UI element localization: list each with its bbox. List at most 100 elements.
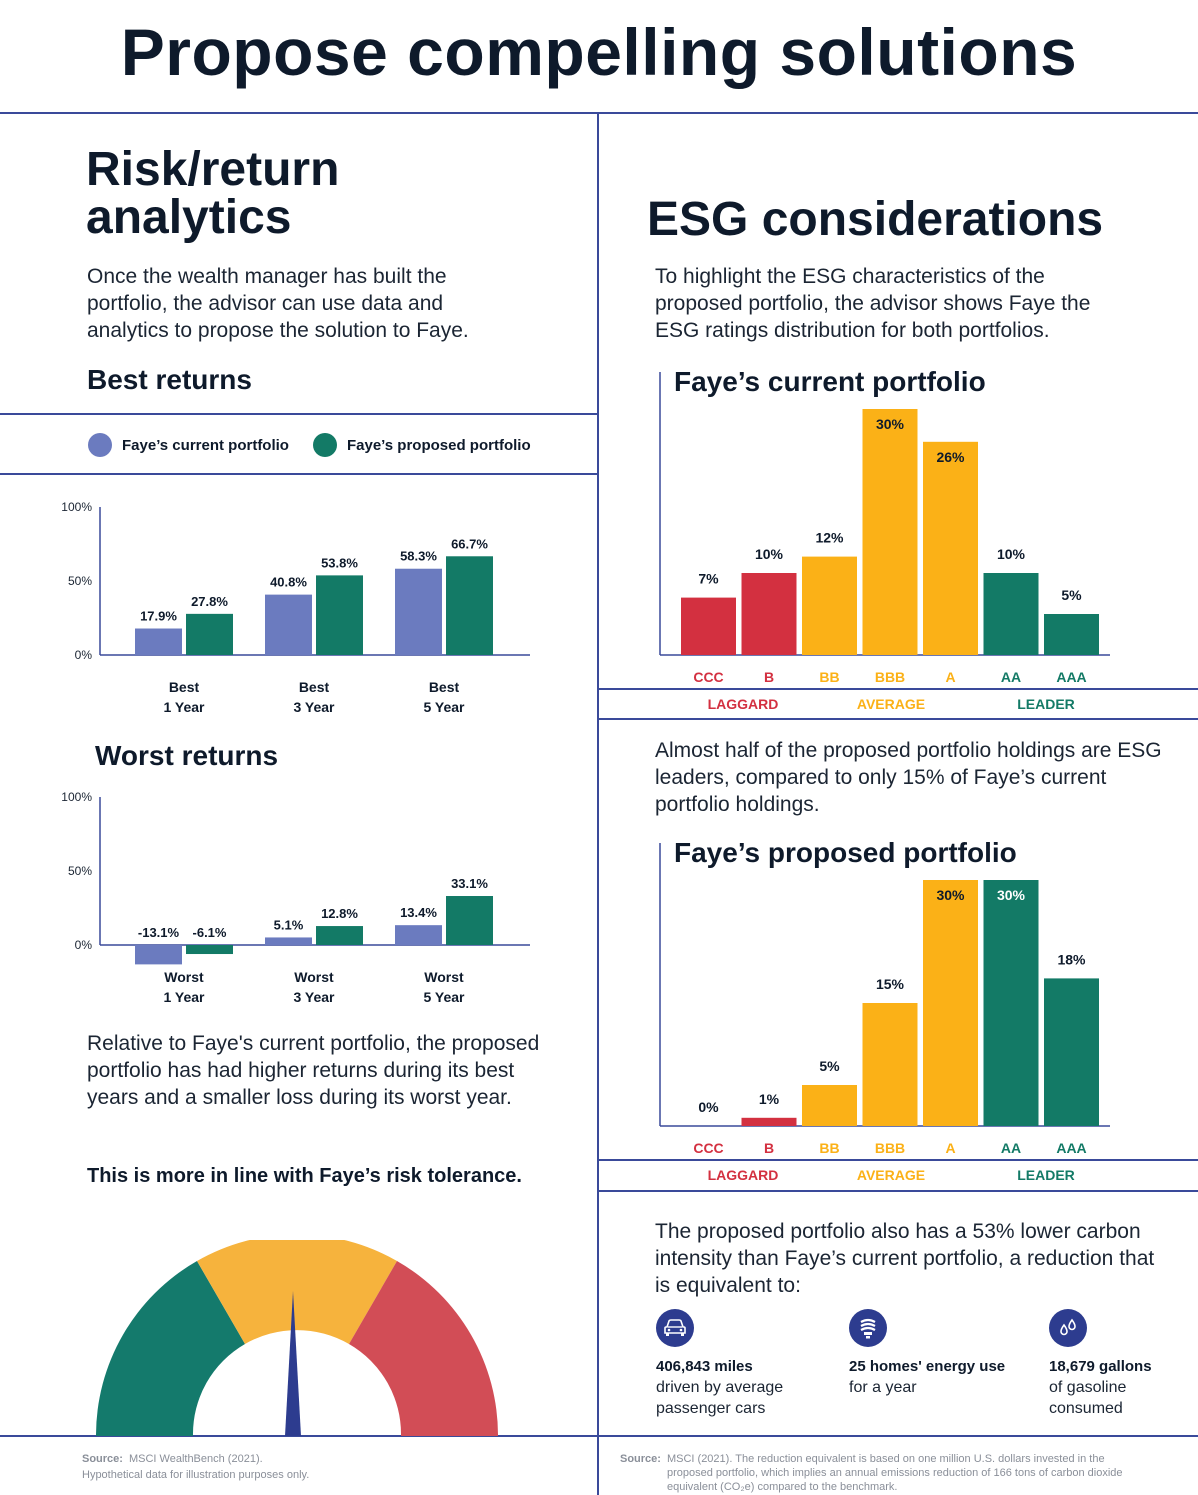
esg-proposed-category-label: BBB xyxy=(875,1140,905,1156)
equivalent-homes-desc1: for a year xyxy=(849,1379,917,1396)
esg-proposed-category-label: A xyxy=(945,1140,955,1156)
risk-return-heading-line1: Risk/return xyxy=(86,143,340,196)
best-returns-data-label: 53.8% xyxy=(321,555,358,570)
worst-returns-bar xyxy=(265,937,312,945)
worst-returns-y-tick-label: 50% xyxy=(68,864,92,878)
right-source-line3: equivalent (CO₂e) compared to the benchm… xyxy=(666,1481,898,1493)
esg-proposed-category-label: B xyxy=(764,1140,774,1156)
risk-return-intro: Once the wealth manager has built the po… xyxy=(87,265,469,342)
esg-current-bar xyxy=(1044,614,1099,655)
worst-returns-category-label: 1 Year xyxy=(163,989,205,1005)
best-returns-y-tick-label: 100% xyxy=(61,500,92,514)
esg-proposed-category-label: AAA xyxy=(1056,1140,1086,1156)
esg-current-data-label: 30% xyxy=(876,416,905,432)
best-returns-data-label: 58.3% xyxy=(400,549,437,564)
esg-current-data-label: 10% xyxy=(997,546,1026,562)
returns-conclusion: Relative to Faye's current portfolio, th… xyxy=(87,1032,540,1109)
esg-current-data-label: 5% xyxy=(1061,587,1082,603)
droplets-icon xyxy=(1049,1309,1087,1347)
esg-current-category-label: AAA xyxy=(1056,669,1086,685)
risk-tolerance-statement: This is more in line with Faye’s risk to… xyxy=(87,1165,522,1187)
left-source-text: MSCI WealthBench (2021). xyxy=(128,1453,263,1465)
legend-current-label: Faye’s current portfolio xyxy=(122,436,289,454)
best-returns-data-label: 66.7% xyxy=(451,536,488,551)
equivalent-cars-title: 406,843 miles xyxy=(656,1358,753,1375)
esg-proposed-data-label: 5% xyxy=(819,1058,840,1074)
esg-proposed-data-label: 0% xyxy=(698,1099,719,1115)
worst-returns-data-label: 5.1% xyxy=(274,917,304,932)
best-returns-bar xyxy=(446,556,493,655)
center-divider xyxy=(597,112,599,1495)
esg-proposed-bar xyxy=(741,1117,797,1126)
best-returns-category-label: Best xyxy=(429,679,460,695)
esg-proposed-chart: Faye’s proposed portfolio 0% CCC 1% B 5% BB 15%… xyxy=(659,837,1110,1183)
worst-returns-category-label: 3 Year xyxy=(293,989,335,1005)
worst-returns-data-label: -6.1% xyxy=(193,925,227,940)
equivalent-gasoline-title: 18,679 gallons xyxy=(1049,1358,1152,1375)
equivalent-homes-title: 25 homes' energy use xyxy=(849,1358,1006,1375)
esg-proposed-data-label: 15% xyxy=(876,976,905,992)
best-returns-bar xyxy=(316,575,363,655)
worst-returns-chart: 0% 50% 100% -13.1% -6.1% Worst 1 Year 5.1% 12.8%… xyxy=(61,790,530,1005)
esg-current-data-label: 26% xyxy=(936,449,965,465)
equivalent-gasoline-desc2: consumed xyxy=(1049,1400,1123,1417)
page-title: Propose compelling solutions xyxy=(120,15,1078,89)
esg-current-group-label: AVERAGE xyxy=(857,696,925,712)
esg-current-data-label: 12% xyxy=(815,530,844,546)
worst-returns-title: Worst returns xyxy=(95,740,279,771)
esg-current-category-label: CCC xyxy=(693,669,723,685)
esg-current-category-label: BBB xyxy=(875,669,905,685)
esg-current-category-label: A xyxy=(945,669,955,685)
left-source-label: Source: xyxy=(82,1453,123,1465)
gauge-green-segment xyxy=(96,1261,245,1436)
esg1-group-rule-bottom xyxy=(598,718,1198,720)
equivalent-cars-desc1: driven by average xyxy=(656,1379,784,1396)
gauge-red-segment xyxy=(349,1261,498,1436)
left-source-note: Hypothetical data for illustration purpo… xyxy=(82,1469,310,1481)
legend-rule-top xyxy=(0,413,598,415)
esg-proposed-category-label: BB xyxy=(819,1140,839,1156)
worst-returns-data-label: 13.4% xyxy=(400,905,437,920)
esg-proposed-bar xyxy=(862,1003,918,1126)
esg-current-group-label: LEADER xyxy=(1017,696,1075,712)
returns-legend: Faye’s current portfolio Faye’s proposed… xyxy=(88,433,531,457)
esg-current-group-label: LAGGARD xyxy=(708,696,779,712)
worst-returns-bar xyxy=(135,945,182,965)
esg-current-bar xyxy=(923,441,978,655)
equivalent-cars-desc2: passenger cars xyxy=(656,1400,766,1417)
esg-proposed-category-label: AA xyxy=(1001,1140,1021,1156)
left-source: Source: MSCI WealthBench (2021). Hypothet… xyxy=(82,1452,309,1482)
esg-current-title: Faye’s current portfolio xyxy=(674,366,986,397)
best-returns-category-label: 5 Year xyxy=(423,699,465,715)
esg-proposed-title: Faye’s proposed portfolio xyxy=(674,837,1017,868)
esg-current-bar xyxy=(862,409,918,655)
esg-current-category-label: BB xyxy=(819,669,839,685)
equivalent-gasoline: 18,679 gallons of gasoline consumed xyxy=(1049,1309,1189,1419)
esg-proposed-data-label: 30% xyxy=(997,887,1026,903)
equivalent-gasoline-desc1: of gasoline xyxy=(1049,1379,1127,1396)
worst-returns-y-tick-label: 100% xyxy=(61,790,92,804)
right-source-line2: proposed portfolio, which implies an ann… xyxy=(666,1467,1123,1479)
esg1-group-rule-top xyxy=(598,688,1198,690)
esg-proposed-group-label: LEADER xyxy=(1017,1167,1075,1183)
equivalent-homes: 25 homes' energy use for a year xyxy=(849,1309,1029,1398)
risk-gauge xyxy=(96,1240,498,1436)
best-returns-chart: 0% 50% 100% 17.9% 27.8% Best 1 Year 40.8% 53.8% B… xyxy=(61,500,530,715)
gauge-needle xyxy=(285,1291,301,1436)
best-returns-category-label: 1 Year xyxy=(163,699,205,715)
lightbulb-icon xyxy=(849,1309,887,1347)
esg-proposed-data-label: 30% xyxy=(936,887,965,903)
best-returns-data-label: 17.9% xyxy=(140,609,177,624)
right-source: Source: MSCI (2021). The reduction equiv… xyxy=(620,1452,1123,1494)
esg-current-data-label: 10% xyxy=(755,546,784,562)
esg-proposed-group-label: LAGGARD xyxy=(708,1167,779,1183)
worst-returns-bar xyxy=(316,926,363,945)
best-returns-category-label: Best xyxy=(169,679,200,695)
legend-proposed-label: Faye’s proposed portfolio xyxy=(346,436,531,454)
worst-returns-category-label: Worst xyxy=(424,969,464,985)
top-rule xyxy=(0,112,1198,114)
worst-returns-data-label: 12.8% xyxy=(321,906,358,921)
esg-proposed-bar xyxy=(1044,978,1099,1126)
car-icon xyxy=(656,1309,694,1347)
carbon-text: The proposed portfolio also has a 53% lo… xyxy=(655,1220,1155,1297)
